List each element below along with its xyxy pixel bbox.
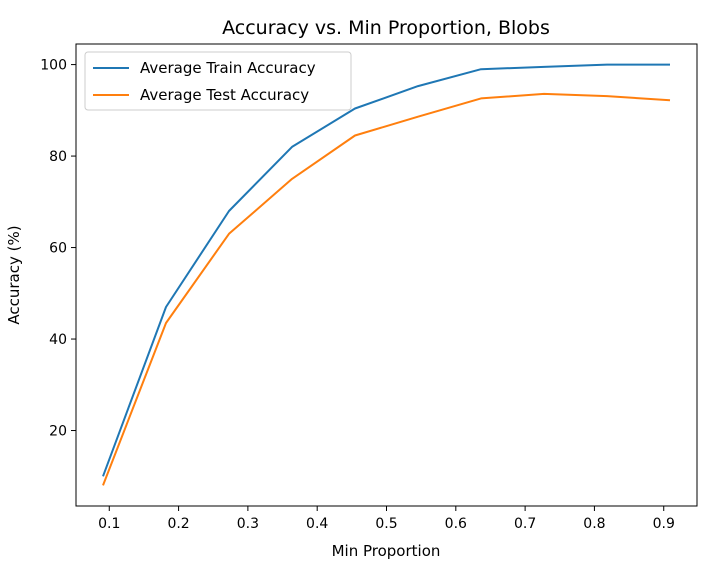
plot-area <box>75 43 698 507</box>
x-axis: 0.1 0.2 0.3 0.4 0.5 0.6 0.7 0.8 0.9 <box>98 506 675 532</box>
legend-label-0: Average Train Accuracy <box>140 59 316 77</box>
x-tick-label: 0.1 <box>98 516 120 532</box>
chart-title: Accuracy vs. Min Proportion, Blobs <box>222 17 550 39</box>
y-axis-label: Accuracy (%) <box>5 225 23 324</box>
x-tick-label: 0.2 <box>167 516 189 532</box>
y-tick-label: 80 <box>49 149 67 165</box>
y-tick-label: 20 <box>49 424 67 440</box>
x-tick-label: 0.9 <box>653 516 675 532</box>
y-tick-label: 40 <box>49 332 67 348</box>
x-axis-label: Min Proportion <box>332 542 441 560</box>
x-tick-label: 0.3 <box>237 516 259 532</box>
x-tick-label: 0.8 <box>583 516 605 532</box>
axes-frame <box>75 43 698 507</box>
legend: Average Train Accuracy Average Test Accur… <box>84 51 352 111</box>
legend-box <box>84 51 352 111</box>
series-line-1 <box>102 92 671 486</box>
y-tick-label: 100 <box>40 58 67 74</box>
y-axis: 20 40 60 80 100 <box>40 58 76 440</box>
x-tick-label: 0.6 <box>445 516 467 532</box>
series-line-0 <box>102 63 670 477</box>
legend-label-1: Average Test Accuracy <box>140 86 309 104</box>
y-tick-label: 60 <box>49 241 67 257</box>
x-tick-label: 0.7 <box>514 516 536 532</box>
x-tick-label: 0.5 <box>375 516 397 532</box>
x-tick-label: 0.4 <box>306 516 328 532</box>
